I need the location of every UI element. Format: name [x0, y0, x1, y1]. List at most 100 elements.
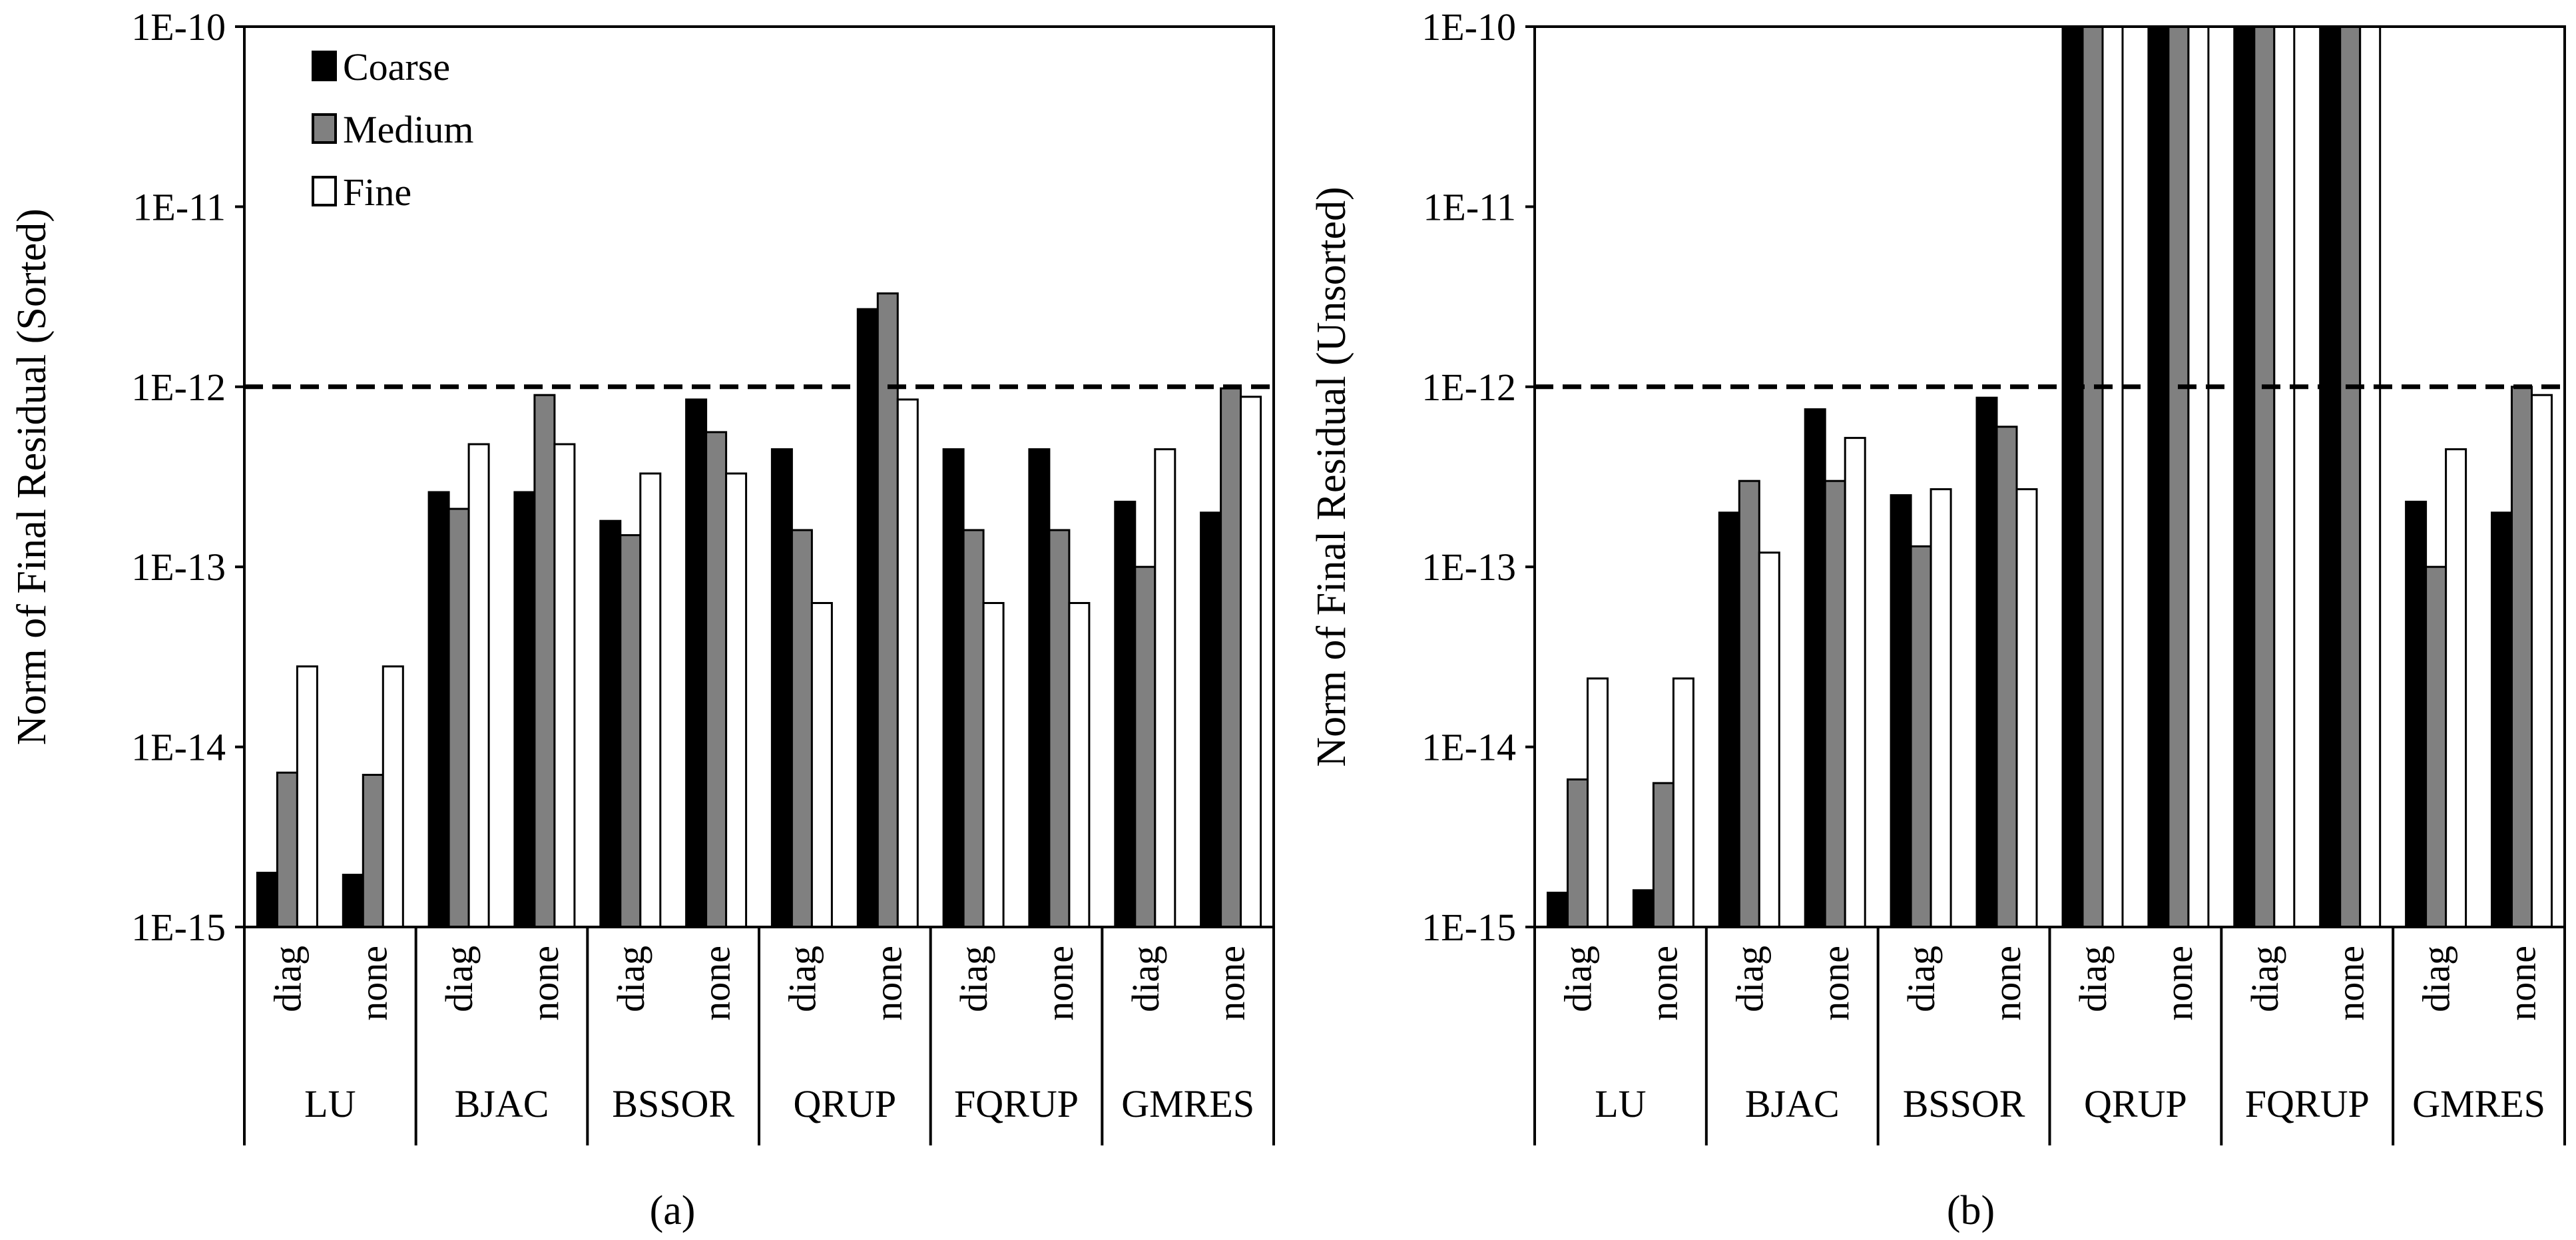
panel-caption: (b) — [1947, 1188, 1995, 1233]
bar-fine-qrup-diag — [2101, 25, 2124, 928]
x-subcategory-label: none — [2329, 946, 2372, 1021]
x-subcategory-label: diag — [780, 946, 824, 1012]
bar-fine-qrup-none — [896, 398, 919, 928]
y-tick-label: 1E-10 — [131, 5, 226, 49]
bar-medium-bssor-none — [1995, 426, 2018, 928]
x-subcategory-label: none — [1038, 946, 1081, 1021]
bar-fine-lu-diag — [1587, 677, 1609, 928]
bar-medium-bssor-diag — [619, 534, 642, 928]
bar-coarse-lu-diag — [1547, 892, 1569, 928]
bar-coarse-fqrup-diag — [2233, 25, 2256, 928]
bar-fine-qrup-none — [2187, 25, 2210, 928]
x-subcategory-label: none — [1642, 946, 1685, 1021]
x-subcategory-label: none — [523, 946, 567, 1021]
bar-fine-lu-none — [1672, 677, 1694, 928]
x-subcategory-label: none — [1210, 946, 1253, 1021]
x-group-label: BJAC — [455, 1082, 549, 1125]
bar-medium-fqrup-none — [2339, 25, 2362, 928]
bar-medium-gmres-diag — [2425, 565, 2447, 928]
bar-coarse-bssor-none — [685, 398, 708, 928]
bar-medium-gmres-diag — [1134, 565, 1157, 928]
x-group-label: BSSOR — [612, 1082, 734, 1125]
x-subcategory-label: none — [2501, 946, 2544, 1021]
chart-panel-b: 1E-15 1E-14 1E-13 1E-12 1E-11 1E-10 Norm of Fi… — [1309, 5, 2566, 1233]
bar-fine-fqrup-diag — [982, 602, 1005, 928]
legend: Coarse Medium Fine — [312, 45, 474, 214]
bar-coarse-gmres-diag — [2405, 500, 2428, 928]
y-tick-label: 1E-15 — [1421, 906, 1516, 949]
x-subcategory-label: diag — [952, 946, 995, 1012]
bar-coarse-bjac-diag — [427, 491, 450, 928]
x-group-label: GMRES — [2412, 1082, 2545, 1125]
bar-medium-bssor-none — [705, 431, 728, 928]
bar-coarse-fqrup-none — [1028, 448, 1051, 928]
y-axis-label: Norm of Final Residual (Sorted) — [9, 208, 55, 745]
bar-coarse-fqrup-none — [2319, 25, 2342, 928]
bar-coarse-bssor-diag — [1890, 494, 1912, 928]
chart-panel-a: 1E-15 1E-14 1E-13 1E-12 1E-11 1E-10 Norm of Fi… — [9, 5, 1275, 1233]
y-tick-label: 1E-10 — [1421, 5, 1516, 49]
y-tick-label: 1E-11 — [1423, 185, 1516, 228]
x-subcategory-label: diag — [437, 946, 481, 1012]
bar-medium-fqrup-diag — [962, 529, 985, 928]
bar-fine-bssor-diag — [639, 472, 662, 928]
bar-fine-gmres-diag — [1154, 448, 1176, 928]
x-subcategory-label: diag — [1556, 946, 1599, 1012]
bar-medium-lu-none — [1652, 782, 1674, 928]
x-subcategory-label: diag — [2243, 946, 2286, 1012]
bar-fine-bjac-diag — [467, 443, 490, 928]
bar-fine-gmres-none — [2531, 394, 2553, 928]
bar-coarse-bjac-diag — [1718, 511, 1740, 928]
legend-swatch-fine — [312, 176, 337, 206]
y-tick-label: 1E-13 — [131, 545, 226, 589]
bar-fine-fqrup-diag — [2273, 25, 2296, 928]
bar-medium-lu-diag — [1567, 778, 1589, 928]
legend-label-medium: Medium — [343, 108, 474, 151]
x-subcategory-label: none — [1985, 946, 2029, 1021]
x-subcategory-label: none — [2157, 946, 2200, 1021]
y-axis-label: Norm of Final Residual (Unsorted) — [1309, 186, 1354, 767]
y-tick-label: 1E-13 — [1421, 545, 1516, 589]
bar-fine-fqrup-none — [2359, 25, 2382, 928]
bar-coarse-lu-diag — [256, 872, 278, 928]
bar-fine-bjac-none — [1844, 437, 1866, 928]
legend-label-fine: Fine — [343, 170, 411, 214]
y-tick-label: 1E-12 — [131, 366, 226, 409]
bar-medium-qrup-none — [2167, 25, 2190, 928]
bar-coarse-gmres-none — [1200, 511, 1222, 928]
bar-fine-gmres-diag — [2445, 448, 2467, 928]
x-group-label: BJAC — [1745, 1082, 1840, 1125]
x-group-label: QRUP — [793, 1082, 896, 1125]
bar-medium-lu-none — [362, 774, 384, 928]
bar-medium-gmres-none — [1220, 387, 1242, 928]
bar-medium-bjac-diag — [1738, 479, 1760, 928]
bar-coarse-fqrup-diag — [942, 448, 965, 928]
x-subcategory-label: none — [352, 946, 395, 1021]
bar-medium-qrup-diag — [2081, 25, 2104, 928]
bar-fine-fqrup-none — [1068, 602, 1091, 928]
x-group-label: QRUP — [2084, 1082, 2187, 1125]
x-subcategory-label: diag — [1124, 946, 1167, 1012]
bar-medium-fqrup-none — [1048, 529, 1071, 928]
x-subcategory-label: diag — [1900, 946, 1943, 1012]
x-subcategory-label: diag — [266, 946, 309, 1012]
bar-coarse-bssor-none — [1975, 396, 1998, 928]
bar-medium-bssor-diag — [1910, 545, 1932, 928]
x-subcategory-label: none — [695, 946, 738, 1021]
bar-medium-gmres-none — [2511, 386, 2533, 928]
bar-fine-bjac-diag — [1758, 551, 1780, 928]
bar-coarse-qrup-diag — [770, 448, 793, 928]
y-tick-label: 1E-15 — [131, 906, 226, 949]
bar-coarse-lu-none — [1632, 889, 1655, 928]
bar-fine-bjac-none — [553, 443, 576, 928]
y-tick-label: 1E-14 — [131, 726, 226, 769]
x-group-label: FQRUP — [2245, 1082, 2370, 1125]
x-subcategory-label: none — [1814, 946, 1857, 1021]
x-group-label: GMRES — [1121, 1082, 1254, 1125]
x-subcategory-label: diag — [2071, 946, 2115, 1012]
bar-medium-bjac-none — [533, 394, 556, 928]
panel-caption: (a) — [650, 1188, 696, 1233]
bar-coarse-gmres-none — [2491, 511, 2513, 928]
legend-label-coarse: Coarse — [343, 45, 450, 89]
